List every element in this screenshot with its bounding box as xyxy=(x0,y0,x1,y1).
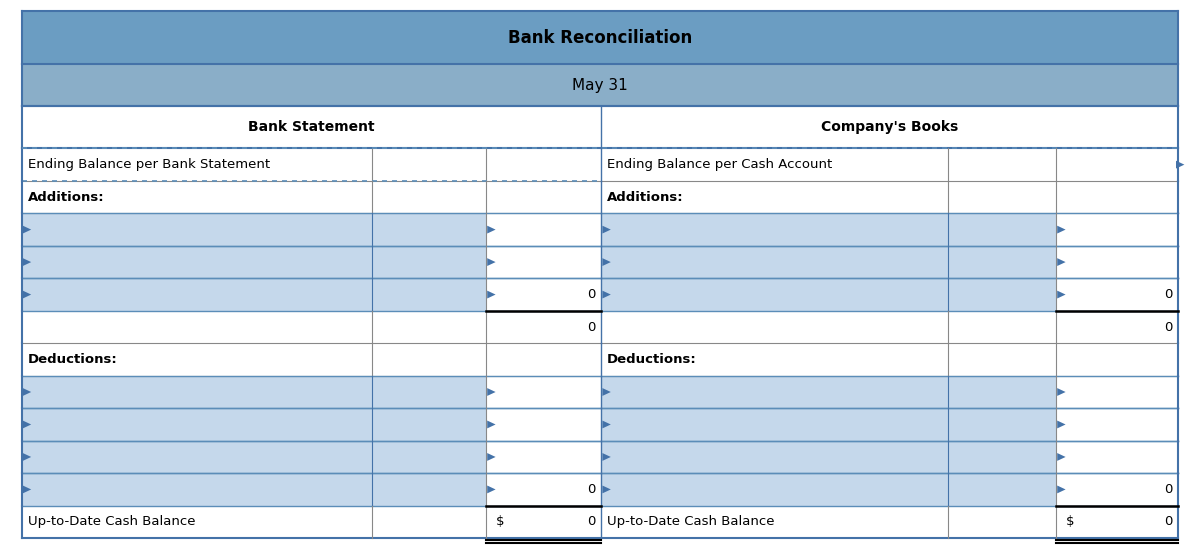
Bar xyxy=(372,441,486,473)
Bar xyxy=(601,278,948,311)
Bar xyxy=(22,311,1178,343)
Polygon shape xyxy=(1057,486,1066,493)
Bar xyxy=(601,408,948,441)
Polygon shape xyxy=(487,258,496,266)
Bar xyxy=(22,376,372,408)
Bar xyxy=(601,376,948,408)
Bar xyxy=(22,408,1178,441)
Polygon shape xyxy=(602,421,611,428)
Bar xyxy=(22,11,1178,64)
Polygon shape xyxy=(23,486,31,493)
Polygon shape xyxy=(23,388,31,396)
Polygon shape xyxy=(602,388,611,396)
Bar xyxy=(372,278,486,311)
Text: 0: 0 xyxy=(1164,483,1172,496)
Bar xyxy=(22,473,1178,506)
Bar xyxy=(372,246,486,278)
Bar xyxy=(22,343,1178,376)
Text: Ending Balance per Bank Statement: Ending Balance per Bank Statement xyxy=(28,158,270,171)
Text: Additions:: Additions: xyxy=(607,190,684,204)
Bar xyxy=(22,64,1178,106)
Bar xyxy=(372,408,486,441)
Polygon shape xyxy=(487,421,496,428)
Bar xyxy=(22,181,1178,213)
Text: May 31: May 31 xyxy=(572,78,628,93)
Polygon shape xyxy=(23,291,31,298)
Polygon shape xyxy=(23,421,31,428)
Polygon shape xyxy=(1057,421,1066,428)
Text: Up-to-Date Cash Balance: Up-to-Date Cash Balance xyxy=(28,515,196,529)
Bar xyxy=(22,473,372,506)
Polygon shape xyxy=(487,226,496,234)
Bar xyxy=(948,278,1056,311)
Polygon shape xyxy=(602,258,611,266)
Text: 0: 0 xyxy=(587,483,595,496)
Bar xyxy=(22,213,372,246)
Text: 0: 0 xyxy=(1164,288,1172,301)
Polygon shape xyxy=(23,258,31,266)
Bar xyxy=(22,278,1178,311)
Bar xyxy=(22,106,1178,148)
Bar xyxy=(372,213,486,246)
Bar xyxy=(948,408,1056,441)
Text: 0: 0 xyxy=(587,320,595,334)
Polygon shape xyxy=(602,453,611,461)
Text: Deductions:: Deductions: xyxy=(607,353,697,366)
Polygon shape xyxy=(1176,161,1184,169)
Polygon shape xyxy=(1057,453,1066,461)
Text: Up-to-Date Cash Balance: Up-to-Date Cash Balance xyxy=(607,515,775,529)
Bar xyxy=(948,441,1056,473)
Bar xyxy=(601,473,948,506)
Text: Additions:: Additions: xyxy=(28,190,104,204)
Bar xyxy=(948,246,1056,278)
Polygon shape xyxy=(602,486,611,493)
Bar xyxy=(22,376,1178,408)
Bar xyxy=(22,506,1178,538)
Polygon shape xyxy=(23,226,31,234)
Bar xyxy=(22,213,1178,246)
Bar xyxy=(948,376,1056,408)
Polygon shape xyxy=(1057,291,1066,298)
Polygon shape xyxy=(487,453,496,461)
Text: 0: 0 xyxy=(587,515,595,529)
Text: Company's Books: Company's Books xyxy=(821,120,959,134)
Polygon shape xyxy=(602,226,611,234)
Bar xyxy=(22,246,372,278)
Polygon shape xyxy=(602,291,611,298)
Bar xyxy=(22,408,372,441)
Polygon shape xyxy=(1057,226,1066,234)
Bar xyxy=(372,473,486,506)
Polygon shape xyxy=(487,486,496,493)
Bar xyxy=(372,376,486,408)
Polygon shape xyxy=(23,453,31,461)
Polygon shape xyxy=(487,291,496,298)
Text: Bank Reconciliation: Bank Reconciliation xyxy=(508,29,692,47)
Bar xyxy=(948,213,1056,246)
Bar xyxy=(22,148,1178,181)
Bar xyxy=(601,213,948,246)
Bar xyxy=(22,441,372,473)
Text: $: $ xyxy=(496,515,504,529)
Text: Bank Statement: Bank Statement xyxy=(248,120,374,134)
Polygon shape xyxy=(1057,388,1066,396)
Text: Deductions:: Deductions: xyxy=(28,353,118,366)
Bar xyxy=(601,441,948,473)
Polygon shape xyxy=(487,388,496,396)
Bar xyxy=(22,246,1178,278)
Text: 0: 0 xyxy=(1164,515,1172,529)
Bar xyxy=(948,473,1056,506)
Text: $: $ xyxy=(1066,515,1074,529)
Text: Ending Balance per Cash Account: Ending Balance per Cash Account xyxy=(607,158,833,171)
Text: 0: 0 xyxy=(1164,320,1172,334)
Polygon shape xyxy=(1057,258,1066,266)
Bar xyxy=(601,246,948,278)
Bar xyxy=(22,278,372,311)
Bar xyxy=(22,441,1178,473)
Text: 0: 0 xyxy=(587,288,595,301)
